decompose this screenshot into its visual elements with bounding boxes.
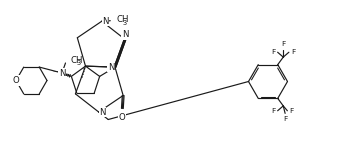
Text: O: O <box>119 113 126 122</box>
Text: N: N <box>99 108 106 116</box>
Text: CH: CH <box>117 15 129 24</box>
Text: F: F <box>289 108 294 114</box>
Text: 3: 3 <box>122 20 127 26</box>
Text: N: N <box>102 17 109 26</box>
Text: CH: CH <box>70 56 83 64</box>
Text: F: F <box>291 49 295 55</box>
Text: N: N <box>108 63 115 72</box>
Text: N: N <box>108 63 115 72</box>
Text: H: H <box>107 67 112 73</box>
Text: F: F <box>271 49 276 55</box>
Text: F: F <box>281 41 285 47</box>
Text: F: F <box>271 108 276 114</box>
Text: ···: ··· <box>52 69 59 76</box>
Text: F: F <box>283 116 287 122</box>
Text: 3: 3 <box>76 60 80 66</box>
Text: N: N <box>59 68 65 77</box>
Text: N: N <box>122 30 128 39</box>
Text: O: O <box>12 76 19 85</box>
